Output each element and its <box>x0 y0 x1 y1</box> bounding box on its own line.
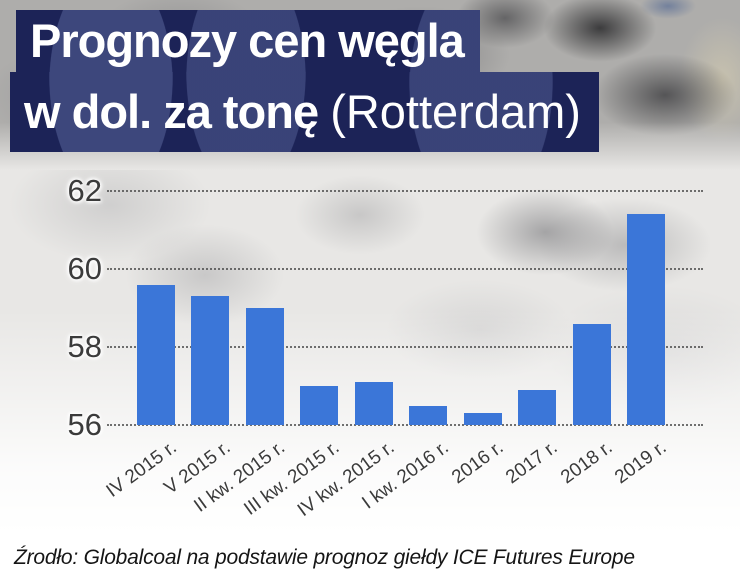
x-axis-tick-label: 2019 r. <box>611 437 671 489</box>
bar-III-kw-2015-r- <box>300 386 339 425</box>
bar-2018-r- <box>572 323 611 425</box>
y-axis-tick-label: 60 <box>67 251 102 286</box>
x-axis-tick-label: 2017 r. <box>502 437 562 489</box>
gridline-y62 <box>107 190 703 192</box>
source-note: Źrodło: Globalcoal na podstawie prognoz … <box>14 546 635 569</box>
chart: 56 58 60 62 IV 2015 r. V 2015 r. II kw. 2015 r… <box>67 173 703 521</box>
bar-2017-r- <box>518 389 557 425</box>
x-axis-tick-label: 2016 r. <box>447 437 508 489</box>
y-axis-tick-label: 62 <box>67 173 102 208</box>
y-axis-tick-label: 58 <box>67 329 102 364</box>
title-line-2-regular: (Rotterdam) <box>330 85 581 138</box>
title-line-2-bold: w dol. za tonę <box>24 85 331 138</box>
bar-I-kw-2016-r- <box>409 405 448 425</box>
gridline-y60 <box>107 268 703 270</box>
bar-IV-2015-r- <box>137 284 175 425</box>
bar-2016-r- <box>463 413 502 425</box>
bar-2019-r- <box>627 214 666 425</box>
x-axis-tick-label: 2018 r. <box>556 437 616 489</box>
gridline-y56 <box>107 424 703 426</box>
bar-V-2015-r- <box>191 296 230 425</box>
title-line-1: Prognozy cen węgla <box>16 10 480 72</box>
title-line-2: w dol. za tonę (Rotterdam) <box>10 72 599 152</box>
y-axis-tick-label: 56 <box>67 407 102 442</box>
bar-II-kw-2015-r- <box>245 308 284 425</box>
gridline-y58 <box>107 346 703 348</box>
bar-IV-kw-2015-r- <box>354 382 393 425</box>
chart-title: Prognozy cen węgla w dol. za tonę (Rotte… <box>10 10 599 152</box>
